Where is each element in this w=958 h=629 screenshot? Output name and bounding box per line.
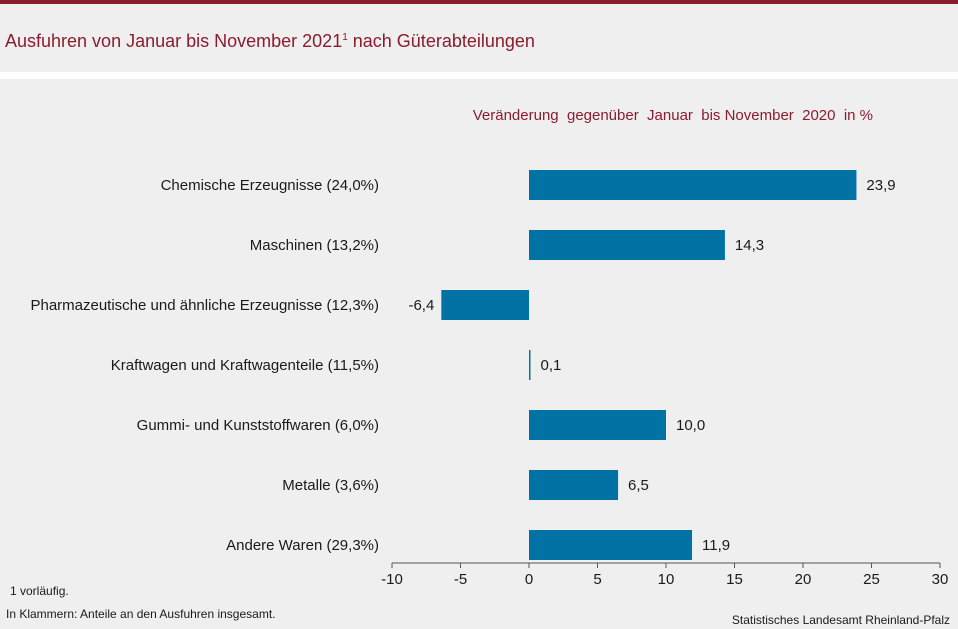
category-label: Maschinen (13,2%) [250, 237, 379, 254]
x-tick-label: 25 [863, 571, 880, 588]
chart-panel: Veränderung gegenüber Januar bis Novembe… [0, 79, 958, 629]
bar [441, 290, 529, 320]
value-label: 6,5 [628, 477, 649, 494]
bar [529, 530, 693, 560]
footnote-shares: In Klammern: Anteile an den Ausfuhren in… [6, 607, 276, 621]
value-label: 14,3 [735, 237, 764, 254]
top-accent-rule [0, 0, 958, 4]
value-label: 0,1 [541, 357, 562, 374]
value-label: 10,0 [676, 417, 705, 434]
category-label: Andere Waren (29,3%) [226, 537, 379, 554]
x-tick-label: -10 [381, 571, 403, 588]
title-footnote-mark: 1 [342, 32, 348, 43]
x-tick-label: 30 [932, 571, 949, 588]
chart-subtitle: Veränderung gegenüber Januar bis Novembe… [473, 107, 873, 124]
bar [529, 170, 857, 200]
bar [529, 350, 531, 380]
value-label: 11,9 [702, 537, 730, 554]
x-tick-label: 20 [795, 571, 812, 588]
value-label: 23,9 [866, 177, 895, 194]
footnote-preliminary: 1 vorläufig. [10, 584, 69, 598]
bar [529, 470, 619, 500]
chart-title: Ausfuhren von Januar bis November 20211 … [5, 31, 535, 51]
category-label: Kraftwagen und Kraftwagenteile (11,5%) [111, 357, 379, 374]
category-label: Chemische Erzeugnisse (24,0%) [161, 177, 379, 194]
x-tick-label: 15 [726, 571, 743, 588]
x-tick-label: 10 [658, 571, 675, 588]
bar [529, 230, 725, 260]
source-credit: Statistisches Landesamt Rheinland-Pfalz [731, 613, 950, 627]
x-tick-label: 0 [525, 571, 533, 588]
x-tick-label: 5 [593, 571, 601, 588]
chart-header: Ausfuhren von Januar bis November 20211 … [0, 4, 958, 72]
x-tick-label: -5 [454, 571, 467, 588]
category-label: Gummi- und Kunststoffwaren (6,0%) [137, 417, 379, 434]
bar-chart: Veränderung gegenüber Januar bis Novembe… [30, 107, 949, 588]
category-label: Metalle (3,6%) [282, 477, 379, 494]
header-separator [0, 72, 958, 79]
value-label: -6,4 [408, 297, 434, 314]
category-label: Pharmazeutische und ähnliche Erzeugnisse… [30, 297, 379, 314]
bar [529, 410, 666, 440]
